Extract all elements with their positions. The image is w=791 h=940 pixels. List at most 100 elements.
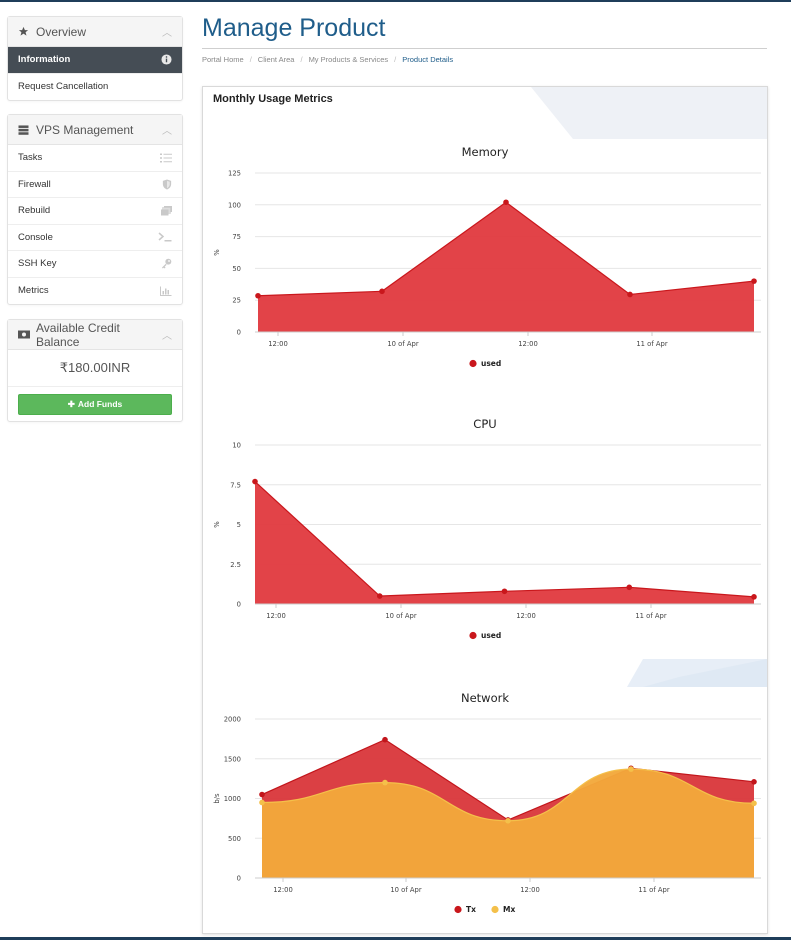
sidebar-item-label: Metrics: [18, 285, 49, 297]
add-funds-label: Add Funds: [77, 399, 123, 409]
x-tick-label: 12:00: [518, 340, 538, 348]
sidebar-item-label: Console: [18, 231, 53, 243]
y-tick-label: 1500: [224, 755, 241, 763]
legend-label[interactable]: Mx: [503, 905, 515, 914]
x-tick-label: 10 of Apr: [385, 612, 416, 620]
chart-icon: [160, 286, 172, 296]
plus-icon: ✚: [67, 398, 75, 409]
y-tick-label: 0: [237, 329, 241, 337]
data-point[interactable]: [379, 288, 385, 295]
y-tick-label: 500: [228, 835, 241, 843]
y-tick-label: 0: [237, 601, 241, 609]
sidebar-item-label: SSH Key: [18, 258, 57, 270]
data-point[interactable]: [751, 278, 757, 284]
tasks-icon: [160, 153, 172, 163]
star-icon: [18, 26, 30, 37]
data-point[interactable]: [751, 594, 757, 600]
chevron-up-icon[interactable]: ︿: [162, 331, 172, 342]
data-point[interactable]: [382, 779, 388, 786]
sidebar-item-tasks[interactable]: Tasks: [8, 145, 182, 172]
series-area-used: [258, 202, 754, 332]
sidebar-item-rebuild[interactable]: Rebuild: [8, 198, 182, 225]
card-title: Monthly Usage Metrics: [213, 93, 333, 105]
credit-panel-header[interactable]: Available Credit Balance ︿: [8, 320, 182, 350]
chevron-up-icon[interactable]: ︿: [162, 126, 172, 137]
sidebar-item-ssh-key[interactable]: SSH Key: [8, 251, 182, 278]
x-tick-label: 11 of Apr: [635, 612, 666, 620]
usage-metrics-card: Monthly Usage Metrics Memory 0 25 50 75 100 12…: [202, 86, 768, 934]
vps-panel-header[interactable]: VPS Management ︿: [8, 115, 182, 145]
sidebar-item-metrics[interactable]: Metrics: [8, 278, 182, 305]
chevron-up-icon[interactable]: ︿: [162, 28, 172, 39]
data-point[interactable]: [628, 766, 634, 772]
top-accent-bar: [0, 0, 791, 2]
legend-marker[interactable]: [491, 905, 499, 914]
layers-icon: [161, 205, 172, 216]
data-point[interactable]: [259, 791, 265, 798]
x-tick-label: 11 of Apr: [636, 340, 667, 348]
server-icon: [18, 124, 30, 135]
data-point[interactable]: [501, 588, 508, 595]
breadcrumb-my-products[interactable]: My Products & Services: [308, 55, 389, 64]
y-tick-label: 2.5: [230, 561, 241, 569]
overview-panel: Overview ︿ Information Request Cancellat…: [7, 16, 183, 101]
terminal-icon: [158, 232, 172, 242]
sidebar-item-label: Tasks: [18, 152, 43, 164]
y-axis-label: b/s: [213, 793, 221, 804]
data-point[interactable]: [751, 779, 757, 785]
y-tick-label: 5: [237, 521, 241, 529]
x-tick-label: 12:00: [520, 886, 540, 894]
key-icon: [161, 258, 172, 269]
breadcrumb-portal-home[interactable]: Portal Home: [202, 55, 244, 64]
legend-label[interactable]: Tx: [466, 905, 476, 914]
data-point[interactable]: [627, 291, 633, 298]
x-tick-label: 12:00: [516, 612, 536, 620]
data-point[interactable]: [505, 817, 511, 824]
legend-marker[interactable]: [469, 631, 477, 640]
sidebar-item-firewall[interactable]: Firewall: [8, 172, 182, 198]
credit-panel-title: Available Credit Balance: [36, 320, 120, 349]
y-tick-label: 75: [232, 233, 241, 241]
sidebar-item-information[interactable]: Information: [8, 47, 182, 74]
network-chart: Network 0 500 1000 1500 2000 b/s 12:00 10 of Apr…: [213, 691, 761, 914]
data-point[interactable]: [503, 199, 509, 206]
legend-label[interactable]: used: [481, 359, 501, 368]
sidebar-item-label: Request Cancellation: [18, 81, 109, 93]
overview-panel-title: Overview: [36, 24, 87, 39]
page-title: Manage Product: [202, 14, 386, 42]
data-point[interactable]: [252, 478, 258, 485]
data-point[interactable]: [255, 292, 261, 299]
chart-title: Memory: [462, 145, 509, 159]
data-point[interactable]: [382, 736, 388, 743]
x-tick-label: 12:00: [266, 612, 286, 620]
data-point[interactable]: [376, 593, 383, 599]
y-tick-label: 25: [232, 297, 241, 305]
breadcrumb-product-details: Product Details: [402, 55, 454, 64]
sidebar-item-request-cancellation[interactable]: Request Cancellation: [8, 74, 182, 101]
sidebar-item-label: Information: [18, 54, 71, 66]
y-tick-label: 2000: [224, 716, 241, 724]
y-axis-label: %: [213, 521, 221, 528]
legend-marker[interactable]: [469, 359, 477, 368]
overview-panel-header[interactable]: Overview ︿: [8, 17, 182, 47]
data-point[interactable]: [626, 584, 633, 591]
title-divider: [202, 48, 767, 49]
legend-label[interactable]: used: [481, 631, 501, 640]
breadcrumb-client-area[interactable]: Client Area: [257, 55, 295, 64]
series-area-used: [255, 481, 754, 604]
data-point[interactable]: [751, 800, 757, 807]
sidebar-item-label: Firewall: [18, 178, 51, 190]
add-funds-button[interactable]: ✚ Add Funds: [18, 393, 172, 415]
breadcrumb: Portal Home / Client Area / My Products …: [202, 55, 454, 64]
shield-icon: [162, 179, 172, 190]
chart-title: CPU: [473, 417, 496, 431]
sidebar-item-console[interactable]: Console: [8, 225, 182, 251]
x-tick-label: 12:00: [268, 340, 288, 348]
y-tick-label: 100: [228, 201, 241, 209]
cpu-chart: CPU 0 2.5 5 7.5 10% 12:00 10 of Apr 12:00 11 of A…: [213, 417, 761, 640]
memory-chart: Memory 0 25 50 75 100 125% 12:00 10 of Apr 12:00 1…: [213, 145, 761, 368]
money-icon: [18, 330, 30, 339]
sidebar-item-label: Rebuild: [18, 205, 51, 217]
data-point[interactable]: [259, 799, 265, 806]
legend-marker[interactable]: [454, 905, 462, 914]
